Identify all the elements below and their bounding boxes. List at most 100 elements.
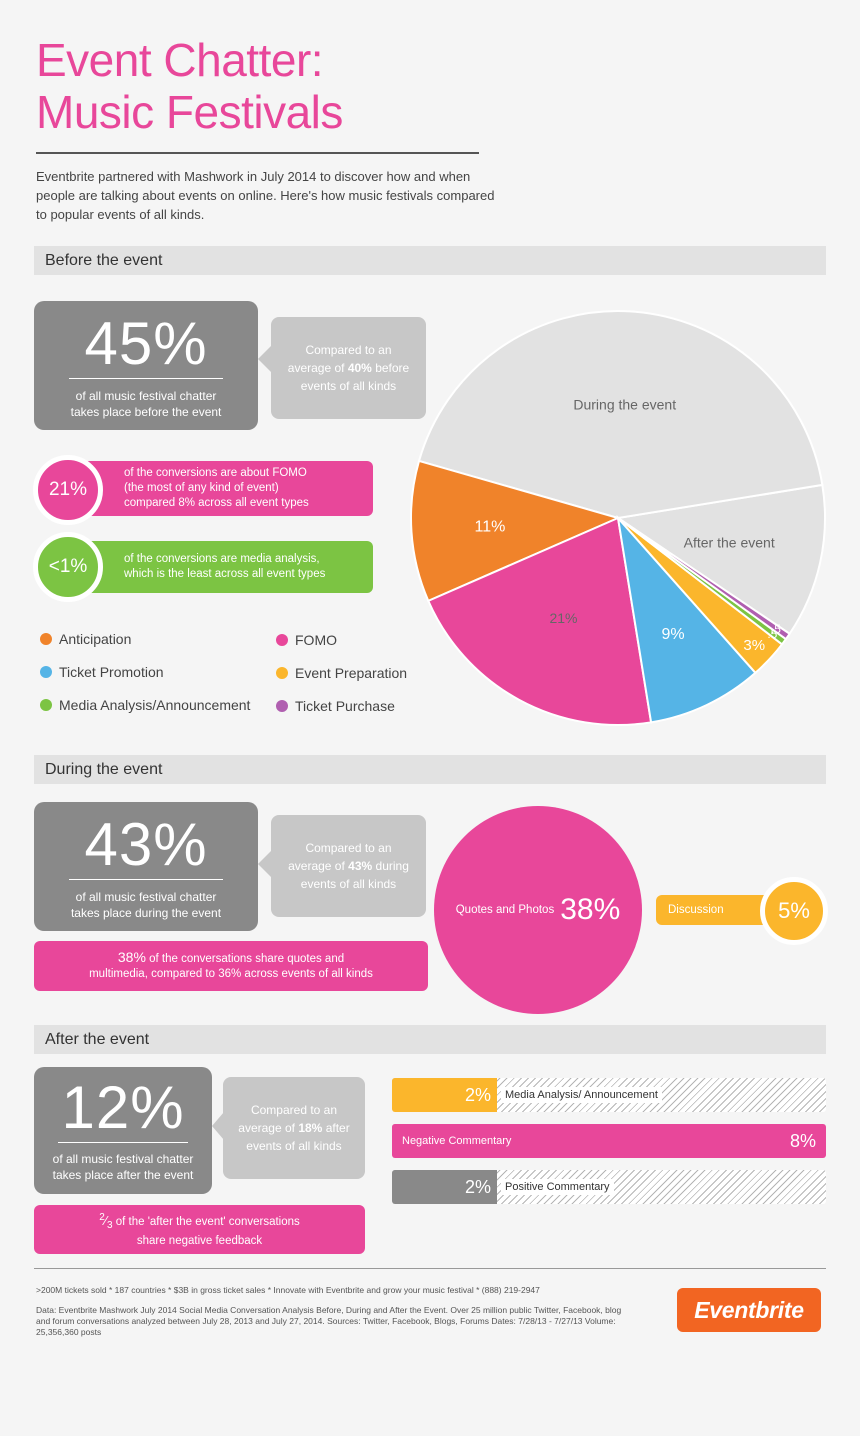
media-text-2: which is the least across all event type… xyxy=(124,568,326,580)
compare-text-3: events of all kinds xyxy=(246,1139,342,1153)
compare-text-1: Compared to an xyxy=(250,1103,338,1117)
before-caption-1: of all music festival chatter xyxy=(75,389,217,403)
after-negative-pill: 2⁄3 of the 'after the event' conversatio… xyxy=(34,1205,365,1254)
bar-row-media-analysis-announcement: 2% Media Analysis/ Announcement xyxy=(392,1078,826,1112)
compare-text-2: average of 43% during xyxy=(288,859,409,873)
pie-slice-ticket-promotion xyxy=(616,514,757,724)
legend-media-analysis: Media Analysis/Announcement xyxy=(40,697,250,713)
stat-divider xyxy=(58,1142,188,1143)
pie-label-anticipation: 11% xyxy=(475,519,506,536)
after-compare-card: Compared to an average of 18% after even… xyxy=(223,1077,365,1179)
bar-fill xyxy=(392,1170,497,1204)
bar-category-label: Negative Commentary xyxy=(402,1135,512,1147)
footer-stats: >200M tickets sold * 187 countries * $3B… xyxy=(36,1285,540,1295)
bar-category-label: Positive Commentary xyxy=(501,1179,614,1195)
pie-slice-after-the-event xyxy=(615,483,826,636)
discussion-pill: Discussion xyxy=(656,895,780,925)
title-divider xyxy=(36,152,479,154)
pie-slice-ticket-purchase xyxy=(617,517,791,641)
during-pill-text-2: multimedia, compared to 36% across event… xyxy=(89,968,373,980)
footer-sources: Data: Eventbrite Mashwork July 2014 Soci… xyxy=(36,1305,622,1337)
legend-anticipation: Anticipation xyxy=(40,631,131,647)
compare-text-3: events of all kinds xyxy=(300,379,397,393)
legend-dot xyxy=(276,634,288,646)
during-caption-2: takes place during the event xyxy=(70,906,222,920)
legend-ticket-promotion: Ticket Promotion xyxy=(40,664,164,680)
bar-row-positive-commentary: 2% Positive Commentary xyxy=(392,1170,826,1204)
legend-ticket-purchase: Ticket Purchase xyxy=(276,698,395,714)
during-big-number: 43% xyxy=(84,811,208,878)
during-pill-text-1: 38% of the conversations share quotes an… xyxy=(117,949,345,966)
quotes-value: 38% xyxy=(560,893,621,926)
media-text-1: of the conversions are media analysis, xyxy=(124,553,320,565)
pie-slice-fomo xyxy=(426,516,653,726)
bar-value-label: 8% xyxy=(789,1131,816,1151)
after-pill-text-1: 2⁄3 of the 'after the event' conversatio… xyxy=(99,1212,300,1232)
during-quotes-pill: 38% of the conversations share quotes an… xyxy=(34,941,428,991)
legend-dot xyxy=(276,667,288,679)
legend-dot xyxy=(276,700,288,712)
compare-notch xyxy=(258,345,272,373)
quotes-photos-bubble: Quotes and Photos 38% xyxy=(434,806,642,1014)
compare-text-3: events of all kinds xyxy=(300,877,397,891)
pie-label-after-the-event: After the event xyxy=(684,534,775,550)
conversation-pie-chart: After the event During the event 11% 21% 9% 3… xyxy=(410,310,826,726)
compare-notch xyxy=(258,850,272,878)
after-stat-card: 12% of all music festival chatter takes … xyxy=(34,1067,212,1194)
compare-text-2: average of 40% before xyxy=(287,361,410,375)
before-stat-card: 45% of all music festival chatter takes … xyxy=(34,301,258,430)
eventbrite-logo: Eventbrite xyxy=(677,1288,821,1332)
intro-text: Eventbrite partnered with Mashwork in Ju… xyxy=(36,169,495,222)
page-title: Event Chatter: Music Festivals xyxy=(36,34,343,138)
media-badge: <1% xyxy=(33,532,103,602)
during-compare-card: Compared to an average of 43% during eve… xyxy=(271,815,426,917)
bar-category-label: Media Analysis/ Announcement xyxy=(501,1087,662,1103)
title-line-2: Music Festivals xyxy=(36,86,343,138)
bar-row-negative-commentary: 8% Negative Commentary xyxy=(392,1124,826,1158)
footer-divider xyxy=(34,1268,826,1269)
discussion-badge: 5% xyxy=(760,877,828,945)
section-heading-during: During the event xyxy=(34,755,826,784)
bar-value-label: 2% xyxy=(464,1085,491,1105)
pie-label-fomo: 21% xyxy=(549,610,577,626)
title-line-1: Event Chatter: xyxy=(36,34,324,86)
section-heading-before: Before the event xyxy=(34,246,826,275)
pie-label-ticket-promotion: 9% xyxy=(661,626,684,643)
compare-text-1: Compared to an xyxy=(305,343,392,357)
before-caption-2: takes place before the event xyxy=(70,405,222,419)
legend-event-preparation: Event Preparation xyxy=(276,665,407,681)
stat-divider xyxy=(69,378,223,379)
pie-label-media-analysis-announcement: .5 xyxy=(767,627,777,641)
stat-divider xyxy=(69,879,223,880)
before-big-number: 45% xyxy=(84,310,208,377)
during-stat-card: 43% of all music festival chatter takes … xyxy=(34,802,258,931)
bar-fill xyxy=(392,1078,497,1112)
fomo-pill: of the conversions are about FOMO (the m… xyxy=(64,461,373,516)
fomo-text-2: (the most of any kind of event) xyxy=(124,482,279,494)
fomo-text-1: of the conversions are about FOMO xyxy=(124,467,307,479)
fomo-text-3: compared 8% across all event types xyxy=(124,497,309,509)
bar-value-label: 2% xyxy=(464,1177,491,1197)
legend-dot xyxy=(40,633,52,645)
fomo-badge: 21% xyxy=(33,455,103,525)
after-pill-text-2: share negative feedback xyxy=(136,1234,263,1247)
quotes-label: Quotes and Photos xyxy=(455,904,555,916)
legend-dot xyxy=(40,699,52,711)
after-big-number: 12% xyxy=(61,1074,185,1141)
bar-fill xyxy=(392,1124,826,1158)
during-caption-1: of all music festival chatter xyxy=(75,890,217,904)
media-pill: of the conversions are media analysis, w… xyxy=(64,541,373,593)
compare-notch xyxy=(212,1112,224,1140)
compare-text-2: average of 18% after xyxy=(238,1121,350,1135)
pie-slice-anticipation xyxy=(410,459,621,603)
after-caption-2: takes place after the event xyxy=(52,1168,194,1182)
after-caption-1: of all music festival chatter xyxy=(52,1152,194,1166)
legend-dot xyxy=(40,666,52,678)
pie-slice-during-the-event xyxy=(417,310,824,520)
compare-text-1: Compared to an xyxy=(305,841,392,855)
section-heading-after: After the event xyxy=(34,1025,826,1054)
pie-label-ticket-purchase: .5 xyxy=(771,622,781,636)
pie-label-event-preparation: 3% xyxy=(743,637,765,654)
before-compare-card: Compared to an average of 40% before eve… xyxy=(271,317,426,419)
pie-label-during-the-event: During the event xyxy=(573,396,676,412)
